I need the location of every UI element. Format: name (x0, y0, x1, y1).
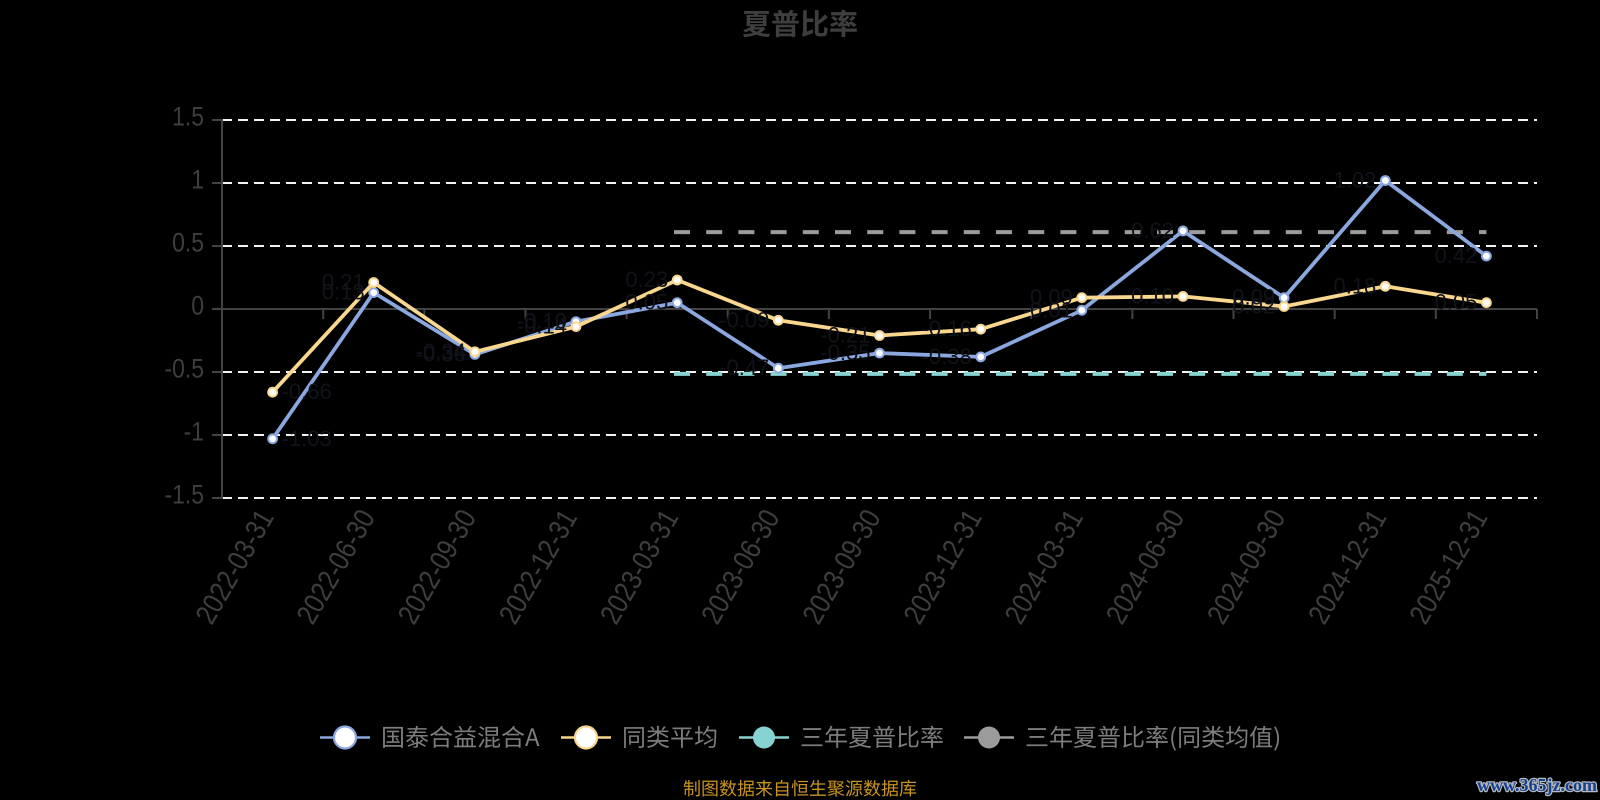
svg-text:0: 0 (191, 291, 204, 321)
svg-text:-0.01: -0.01 (1023, 297, 1073, 322)
svg-text:-1: -1 (184, 417, 204, 447)
svg-text:0.09: 0.09 (1030, 285, 1073, 310)
svg-text:-1.5: -1.5 (164, 480, 204, 510)
svg-text:0.09: 0.09 (1232, 285, 1275, 310)
svg-text:-0.35: -0.35 (820, 340, 870, 365)
svg-text:-1.03: -1.03 (282, 426, 332, 451)
svg-text:0.21: 0.21 (322, 270, 365, 295)
svg-text:-0.09: -0.09 (719, 307, 769, 332)
svg-text:-0.38: -0.38 (922, 344, 972, 369)
svg-text:1.02: 1.02 (1333, 168, 1376, 193)
svg-text:0.42: 0.42 (1435, 243, 1478, 268)
svg-text:-0.16: -0.16 (922, 316, 972, 341)
svg-text:-0.47: -0.47 (719, 355, 769, 380)
svg-text:-0.36: -0.36 (416, 341, 466, 366)
svg-text:-0.14: -0.14 (517, 314, 567, 339)
svg-text:www.365jz.com: www.365jz.com (1477, 775, 1597, 795)
svg-text:0.05: 0.05 (625, 290, 668, 315)
svg-text:1: 1 (191, 165, 204, 195)
svg-text:-0.5: -0.5 (164, 354, 204, 384)
svg-text:-0.66: -0.66 (282, 379, 332, 404)
svg-text:0.02: 0.02 (1232, 294, 1275, 319)
svg-text:0.23: 0.23 (625, 267, 668, 292)
svg-text:0.62: 0.62 (1131, 218, 1174, 243)
svg-text:-0.21: -0.21 (820, 323, 870, 348)
svg-text:1.5: 1.5 (172, 102, 204, 132)
svg-text:0.13: 0.13 (322, 280, 365, 305)
svg-text:0.18: 0.18 (1333, 273, 1376, 298)
svg-text:0.5: 0.5 (172, 228, 204, 258)
svg-text:-0.34: -0.34 (416, 339, 466, 364)
svg-text:-0.10: -0.10 (517, 309, 567, 334)
svg-text:0.05: 0.05 (1435, 290, 1478, 315)
svg-text:0.10: 0.10 (1131, 283, 1174, 308)
